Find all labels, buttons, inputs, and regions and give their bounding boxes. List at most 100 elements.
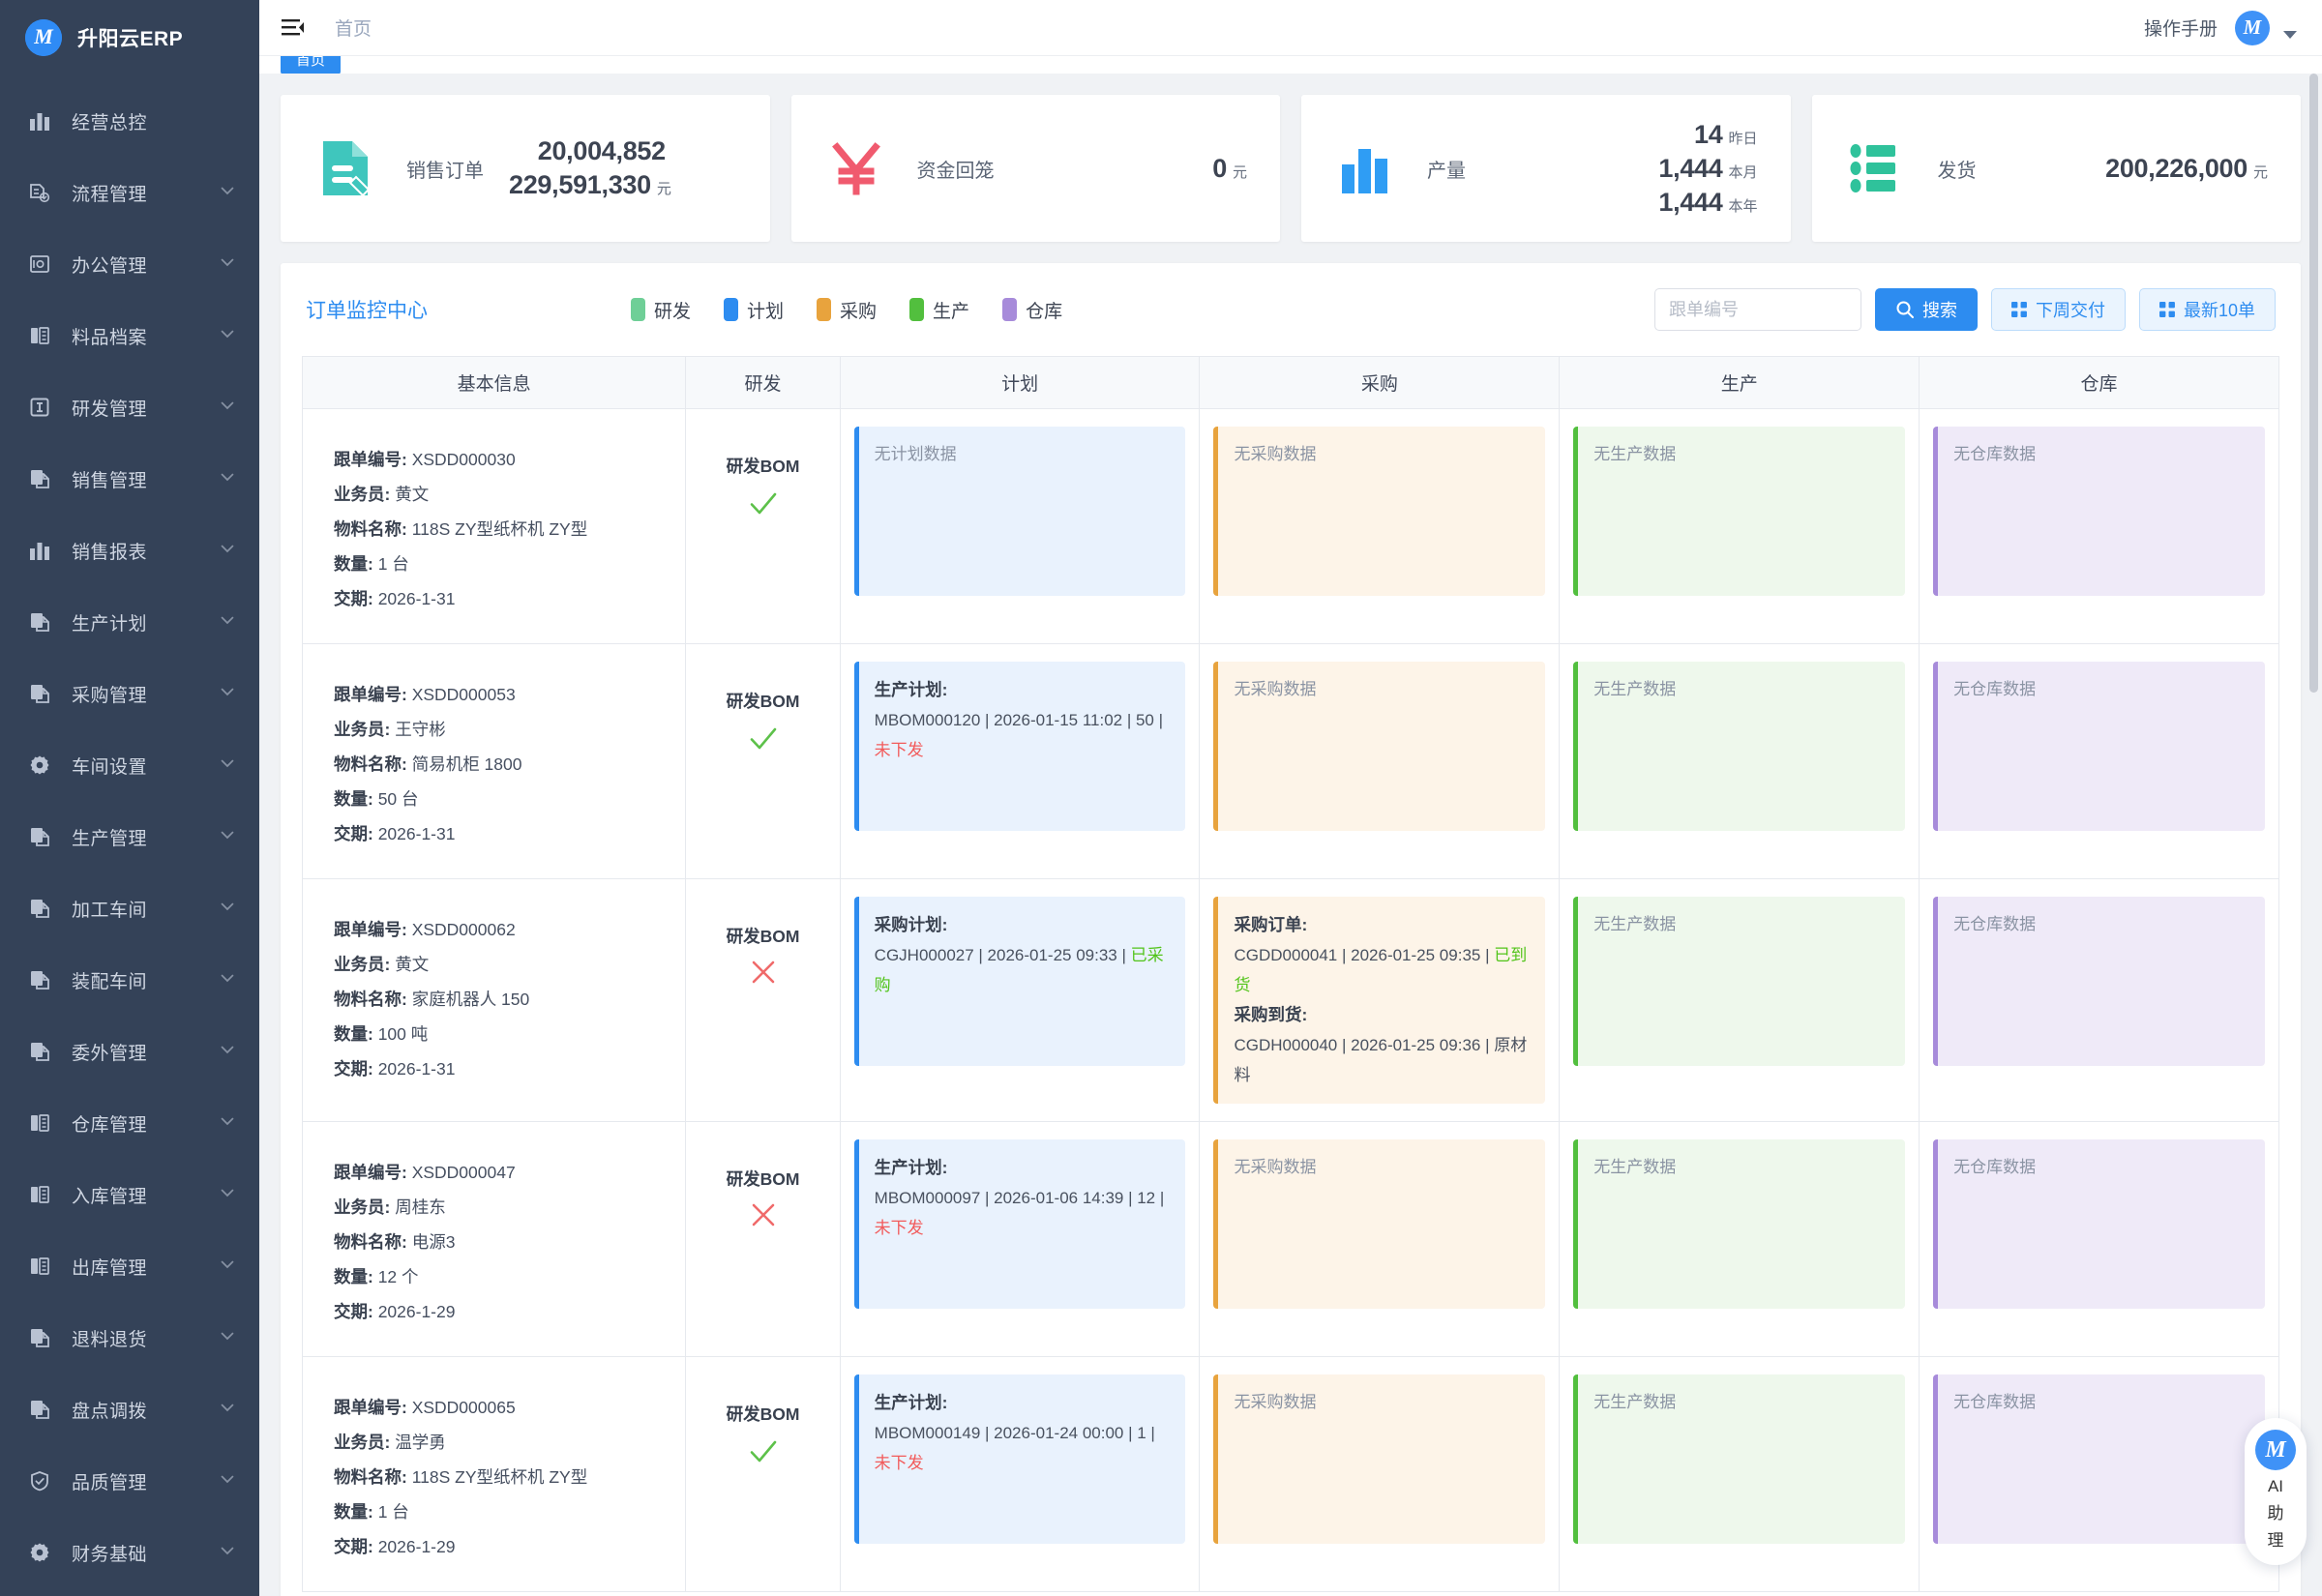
cell-warehouse[interactable]: 无仓库数据 (1919, 643, 2279, 879)
avatar[interactable]: M (2235, 10, 2270, 45)
sidebar-item-11[interactable]: 加工车间 (0, 872, 259, 944)
sidebar-item-15[interactable]: 入库管理 (0, 1159, 259, 1230)
next-week-delivery-button[interactable]: 下周交付 (1990, 288, 2126, 331)
chevron-down-icon[interactable] (219, 754, 236, 777)
cell-basic-info[interactable]: 跟单编号: XSDD000062 业务员: 黄文 物料名称: 家庭机器人 150… (301, 878, 687, 1122)
table-row[interactable]: 跟单编号: XSDD000065 业务员: 温学勇 物料名称: 118S ZY型… (301, 1356, 2279, 1592)
legend-item-0[interactable]: 研发 (631, 297, 691, 323)
chevron-down-icon[interactable] (219, 1399, 236, 1421)
cell-rd[interactable]: 研发BOM (685, 643, 841, 879)
chevron-down-icon[interactable] (219, 397, 236, 419)
table-row[interactable]: 跟单编号: XSDD000053 业务员: 王守彬 物料名称: 简易机柜 180… (301, 643, 2279, 879)
cell-plan[interactable]: 生产计划: MBOM000120 | 2026-01-15 11:02 | 50 … (839, 643, 1201, 879)
plan-box[interactable]: 生产计划: MBOM000149 | 2026-01-24 00:00 | 1 |… (853, 1374, 1186, 1544)
cell-basic-info[interactable]: 跟单编号: XSDD000030 业务员: 黄文 物料名称: 118S ZY型纸… (301, 408, 687, 644)
ai-assistant-fab[interactable]: M AI 助 理 (2245, 1418, 2307, 1565)
table-row[interactable]: 跟单编号: XSDD000047 业务员: 周桂东 物料名称: 电源3 数量: … (301, 1121, 2279, 1357)
cell-warehouse[interactable]: 无仓库数据 (1919, 408, 2279, 644)
chevron-down-icon[interactable] (219, 969, 236, 991)
cell-plan[interactable]: 无计划数据 (839, 408, 1201, 644)
scrollbar-thumb[interactable] (2309, 74, 2318, 693)
purchase-box[interactable]: 无采购数据 (1213, 1374, 1546, 1544)
cell-purchase[interactable]: 无采购数据 (1199, 1121, 1561, 1357)
chevron-down-icon[interactable] (219, 1112, 236, 1135)
warehouse-box[interactable]: 无仓库数据 (1933, 662, 2265, 831)
cell-basic-info[interactable]: 跟单编号: XSDD000053 业务员: 王守彬 物料名称: 简易机柜 180… (301, 643, 687, 879)
cell-purchase[interactable]: 采购订单: CGDD000041 | 2026-01-25 09:35 | 已到货… (1199, 878, 1561, 1122)
latest-10-orders-button[interactable]: 最新10单 (2138, 288, 2276, 331)
sidebar-item-1[interactable]: 流程管理 (0, 157, 259, 228)
sidebar-item-5[interactable]: 销售管理 (0, 443, 259, 515)
sidebar-item-20[interactable]: 财务基础 (0, 1517, 259, 1588)
cell-plan[interactable]: 生产计划: MBOM000097 | 2026-01-06 14:39 | 12 … (839, 1121, 1201, 1357)
plan-box[interactable]: 生产计划: MBOM000097 | 2026-01-06 14:39 | 12 … (853, 1139, 1186, 1309)
chevron-down-icon[interactable] (2283, 30, 2297, 39)
production-box[interactable]: 无生产数据 (1573, 662, 1906, 831)
sidebar-item-7[interactable]: 生产计划 (0, 586, 259, 658)
vertical-scrollbar[interactable] (2309, 74, 2318, 1544)
sidebar-item-17[interactable]: 退料退货 (0, 1302, 259, 1374)
production-box[interactable]: 无生产数据 (1573, 897, 1906, 1066)
chevron-down-icon[interactable] (219, 468, 236, 490)
chevron-down-icon[interactable] (219, 1542, 236, 1564)
production-box[interactable]: 无生产数据 (1573, 1374, 1906, 1544)
sidebar-item-10[interactable]: 生产管理 (0, 801, 259, 872)
plan-box[interactable]: 无计划数据 (853, 427, 1186, 596)
sidebar-item-16[interactable]: 出库管理 (0, 1230, 259, 1302)
purchase-box[interactable]: 无采购数据 (1213, 427, 1546, 596)
table-row[interactable]: 跟单编号: XSDD000030 业务员: 黄文 物料名称: 118S ZY型纸… (301, 408, 2279, 644)
cell-plan[interactable]: 生产计划: MBOM000149 | 2026-01-24 00:00 | 1 |… (839, 1356, 1201, 1592)
search-input[interactable] (1653, 288, 1861, 331)
tab-home[interactable]: 首页 (281, 56, 342, 74)
production-box[interactable]: 无生产数据 (1573, 427, 1906, 596)
cell-rd[interactable]: 研发BOM (685, 1121, 841, 1357)
sidebar-item-6[interactable]: 销售报表 (0, 515, 259, 586)
chevron-down-icon[interactable] (219, 540, 236, 562)
stat-card-cash-return[interactable]: 资金回笼 0 元 (790, 95, 1280, 242)
sidebar-item-3[interactable]: 料品档案 (0, 300, 259, 371)
sidebar-item-2[interactable]: 办公管理 (0, 228, 259, 300)
chevron-down-icon[interactable] (219, 182, 236, 204)
manual-link[interactable]: 操作手册 (2143, 19, 2218, 40)
chevron-down-icon[interactable] (219, 611, 236, 634)
stat-card-output[interactable]: 产量 14 昨日 1,444 本月 1,444 (1301, 95, 1791, 242)
chevron-down-icon[interactable] (219, 1256, 236, 1278)
chevron-down-icon[interactable] (219, 826, 236, 848)
purchase-box[interactable]: 无采购数据 (1213, 662, 1546, 831)
chevron-down-icon[interactable] (219, 325, 236, 347)
legend-item-4[interactable]: 仓库 (1002, 297, 1062, 323)
cell-production[interactable]: 无生产数据 (1559, 1121, 1920, 1357)
cell-warehouse[interactable]: 无仓库数据 (1919, 878, 2279, 1122)
production-box[interactable]: 无生产数据 (1573, 1139, 1906, 1309)
brand[interactable]: M 升阳云ERP (0, 0, 259, 75)
cell-purchase[interactable]: 无采购数据 (1199, 408, 1561, 644)
cell-plan[interactable]: 采购计划: CGJH000027 | 2026-01-25 09:33 | 已采购 (839, 878, 1201, 1122)
search-button[interactable]: 搜索 (1874, 288, 1978, 331)
plan-box[interactable]: 生产计划: MBOM000120 | 2026-01-15 11:02 | 50 … (853, 662, 1186, 831)
cell-warehouse[interactable]: 无仓库数据 (1919, 1356, 2279, 1592)
legend-item-3[interactable]: 生产 (909, 297, 969, 323)
cell-rd[interactable]: 研发BOM (685, 408, 841, 644)
cell-warehouse[interactable]: 无仓库数据 (1919, 1121, 2279, 1357)
cell-purchase[interactable]: 无采购数据 (1199, 1356, 1561, 1592)
chevron-down-icon[interactable] (219, 683, 236, 705)
cell-production[interactable]: 无生产数据 (1559, 643, 1920, 879)
table-row[interactable]: 跟单编号: XSDD000062 业务员: 黄文 物料名称: 家庭机器人 150… (301, 878, 2279, 1122)
stat-card-sales-order[interactable]: 销售订单 20,004,852 229,591,330 元 (281, 95, 770, 242)
legend-item-1[interactable]: 计划 (724, 297, 784, 323)
chevron-down-icon[interactable] (219, 1041, 236, 1063)
sidebar-item-19[interactable]: 品质管理 (0, 1445, 259, 1517)
warehouse-box[interactable]: 无仓库数据 (1933, 1139, 2265, 1309)
cell-rd[interactable]: 研发BOM (685, 1356, 841, 1592)
cell-production[interactable]: 无生产数据 (1559, 408, 1920, 644)
purchase-box[interactable]: 采购订单: CGDD000041 | 2026-01-25 09:35 | 已到货… (1213, 897, 1546, 1104)
purchase-box[interactable]: 无采购数据 (1213, 1139, 1546, 1309)
sidebar-item-8[interactable]: 采购管理 (0, 658, 259, 729)
sidebar-item-12[interactable]: 装配车间 (0, 944, 259, 1016)
warehouse-box[interactable]: 无仓库数据 (1933, 897, 2265, 1066)
sidebar-item-18[interactable]: 盘点调拨 (0, 1374, 259, 1445)
stat-card-shipment[interactable]: 发货 200,226,000 元 (1811, 95, 2301, 242)
sidebar-item-4[interactable]: 研发管理 (0, 371, 259, 443)
menu-collapse-icon[interactable] (279, 14, 308, 43)
cell-purchase[interactable]: 无采购数据 (1199, 643, 1561, 879)
